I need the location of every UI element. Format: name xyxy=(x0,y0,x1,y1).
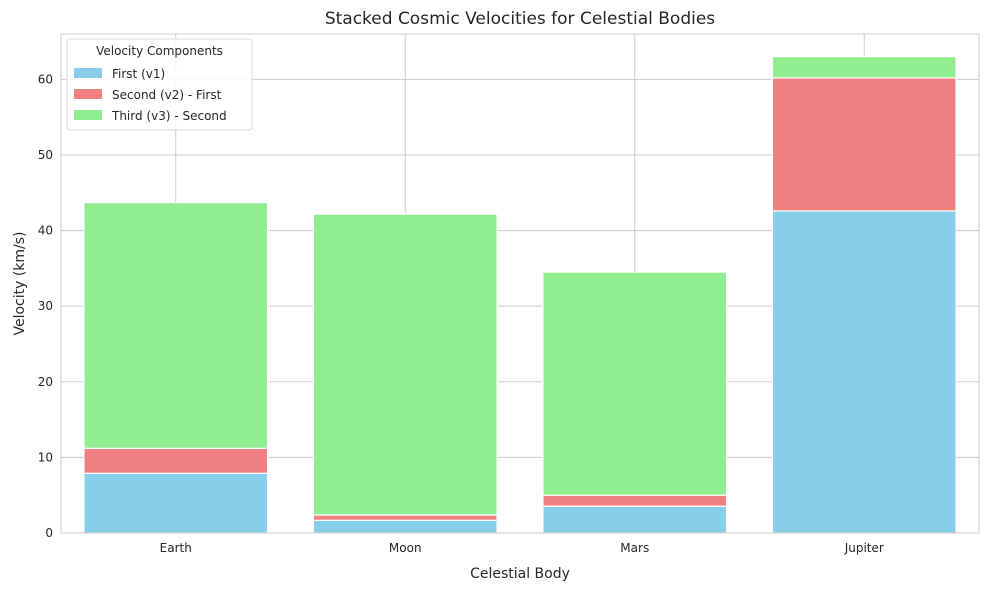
y-tick-label: 30 xyxy=(38,299,53,313)
legend-swatch xyxy=(74,68,102,78)
bar-segment-jupiter-series-2 xyxy=(771,77,957,212)
bar-segment-moon-series-2 xyxy=(312,514,498,521)
legend-box xyxy=(66,38,253,131)
bar-segment-mars-series-2 xyxy=(542,494,728,507)
legend-swatch xyxy=(74,110,102,120)
y-tick-label: 10 xyxy=(38,450,53,464)
x-tick-label: Earth xyxy=(160,541,192,555)
legend-entry-label: Second (v2) - First xyxy=(112,88,222,102)
plot-frame xyxy=(60,33,980,534)
ticks-layer: 0 10 20 30 40 50 60 Earth Moon Mars Jupiter xyxy=(38,72,884,555)
legend: Velocity Components First (v1) Second (v2)… xyxy=(66,38,253,131)
y-tick-label: 40 xyxy=(38,224,53,238)
y-axis-label: Velocity (km/s) xyxy=(12,231,28,335)
y-tick-label: 50 xyxy=(38,148,53,162)
x-axis-label: Celestial Body xyxy=(470,566,570,582)
x-tick-label: Mars xyxy=(620,541,649,555)
bar-segment-jupiter-series-3 xyxy=(771,56,957,79)
bar-segment-earth-series-3 xyxy=(83,202,269,449)
legend-swatch xyxy=(74,89,102,99)
bar-segment-mars-series-1 xyxy=(542,505,728,534)
x-tick-label: Moon xyxy=(389,541,422,555)
bar-segment-earth-series-1 xyxy=(83,472,269,534)
bars-layer xyxy=(83,56,957,534)
bar-segment-moon-series-3 xyxy=(312,213,498,516)
y-tick-label: 20 xyxy=(38,375,53,389)
bar-segment-jupiter-series-1 xyxy=(771,210,957,534)
legend-title: Velocity Components xyxy=(96,44,223,58)
bar-segment-moon-series-1 xyxy=(312,519,498,534)
legend-entry-label: Third (v3) - Second xyxy=(111,109,227,123)
chart-title: Stacked Cosmic Velocities for Celestial … xyxy=(325,9,715,29)
legend-entry-label: First (v1) xyxy=(112,67,165,81)
y-tick-label: 60 xyxy=(38,72,53,86)
x-tick-label: Jupiter xyxy=(844,541,884,555)
y-tick-label: 0 xyxy=(45,526,53,540)
bar-segment-earth-series-2 xyxy=(83,447,269,474)
bar-segment-mars-series-3 xyxy=(542,271,728,496)
